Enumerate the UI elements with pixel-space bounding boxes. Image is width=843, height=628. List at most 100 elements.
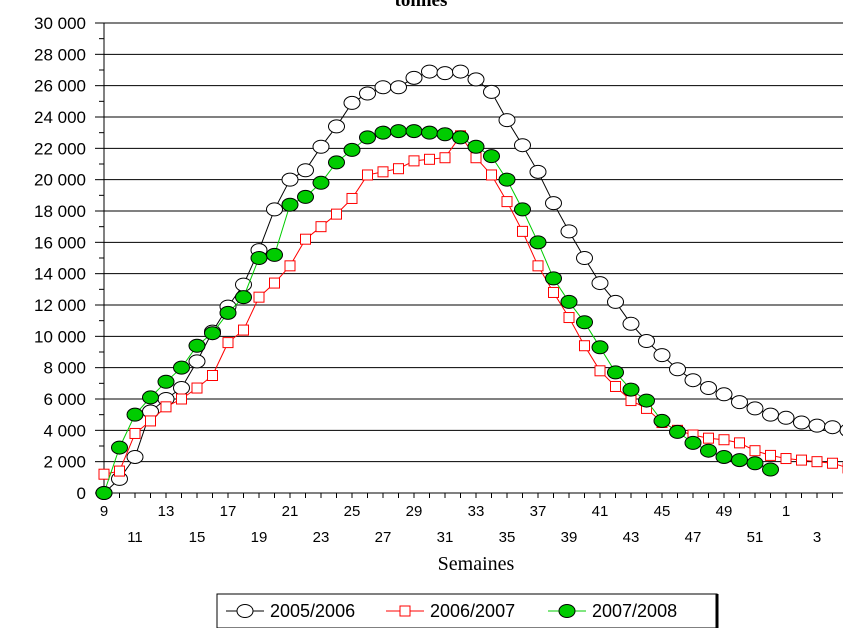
series-line	[103, 71, 843, 494]
y-tick-label: 24 000	[34, 108, 86, 127]
data-point	[297, 163, 314, 178]
x-tick-label: 29	[406, 503, 423, 520]
data-point	[266, 247, 283, 262]
data-point	[374, 125, 392, 140]
data-point	[824, 420, 841, 435]
data-point	[638, 334, 655, 349]
data-point	[238, 324, 249, 336]
data-point	[563, 312, 575, 324]
data-point	[532, 260, 544, 272]
x-tick-label: 9	[100, 503, 108, 520]
data-point	[362, 169, 373, 181]
data-point	[173, 381, 190, 396]
data-point	[408, 155, 420, 167]
data-point	[579, 340, 590, 352]
data-point	[129, 427, 141, 439]
data-point	[405, 70, 423, 85]
data-point	[312, 175, 330, 190]
data-point	[424, 153, 435, 165]
data-point	[576, 315, 593, 330]
y-tick-label: 20 000	[34, 171, 86, 190]
data-point	[746, 401, 764, 416]
data-point	[669, 424, 686, 439]
x-tick-label: 33	[468, 503, 485, 520]
data-point	[746, 456, 764, 471]
data-point	[191, 382, 203, 394]
y-tick-label: 4 000	[43, 421, 86, 440]
x-axis: 9131721252933374145491591115192327313539…	[100, 492, 843, 546]
data-point	[483, 84, 500, 99]
data-point	[235, 290, 252, 305]
data-point	[749, 445, 761, 457]
data-point	[421, 64, 438, 79]
x-tick-label: 35	[499, 529, 516, 546]
data-point	[253, 291, 265, 303]
data-point	[470, 152, 482, 164]
y-tick-label: 10 000	[34, 327, 86, 346]
data-point	[548, 286, 559, 298]
data-point	[436, 66, 454, 81]
data-point	[700, 381, 717, 396]
data-point	[297, 189, 314, 204]
data-point	[377, 166, 389, 178]
data-point	[467, 72, 485, 87]
data-point	[142, 390, 159, 405]
data-point	[281, 172, 299, 187]
y-tick-label: 6 000	[43, 390, 86, 409]
data-point	[390, 80, 407, 95]
series-line	[103, 130, 771, 494]
data-point	[734, 437, 745, 449]
data-point	[591, 340, 609, 355]
data-point	[343, 142, 361, 157]
legend-marker	[399, 605, 411, 617]
data-point	[684, 435, 702, 450]
data-point	[173, 360, 190, 375]
data-point	[839, 424, 843, 436]
data-point	[594, 365, 606, 377]
data-point	[390, 124, 407, 139]
x-tick-label: 17	[220, 503, 237, 520]
data-point	[436, 127, 454, 142]
data-point	[145, 415, 156, 427]
x-tick-label: 37	[530, 503, 547, 520]
data-point	[359, 130, 376, 145]
data-point	[827, 457, 838, 469]
data-point	[315, 221, 327, 233]
data-point	[207, 370, 218, 381]
x-tick-label: 13	[158, 503, 175, 520]
data-point	[718, 434, 730, 446]
legend-label: 2007/2008	[592, 601, 677, 621]
data-point	[607, 365, 624, 380]
data-point	[715, 449, 733, 464]
data-point	[126, 449, 144, 464]
data-point	[731, 395, 748, 410]
data-point	[560, 224, 578, 239]
series-line	[103, 134, 843, 475]
data-point	[346, 192, 358, 204]
y-axis: 0 2 000 4 000 6 000 8 000 10 000 12 000 14 000 1…	[34, 14, 105, 503]
data-point	[765, 449, 776, 461]
data-point	[312, 139, 330, 154]
data-point	[501, 196, 513, 208]
x-tick-label: 27	[375, 529, 392, 546]
x-tick-label: 43	[623, 529, 640, 546]
x-tick-label: 41	[592, 503, 609, 520]
data-point	[498, 172, 516, 187]
data-point	[160, 401, 172, 413]
series-0	[95, 64, 843, 500]
legend-label: 2006/2007	[430, 601, 515, 621]
x-axis-label: Semaines	[438, 553, 515, 575]
data-point	[545, 196, 562, 211]
data-point	[269, 277, 280, 289]
data-point	[610, 380, 621, 392]
data-point	[653, 348, 671, 363]
data-point	[188, 354, 206, 369]
data-point	[560, 294, 578, 309]
data-point	[452, 64, 469, 79]
x-tick-label: 51	[747, 529, 764, 546]
series-2	[95, 124, 779, 500]
data-point	[343, 95, 361, 110]
x-tick-label: 23	[313, 529, 330, 546]
data-point	[222, 337, 234, 349]
data-point	[684, 373, 702, 388]
